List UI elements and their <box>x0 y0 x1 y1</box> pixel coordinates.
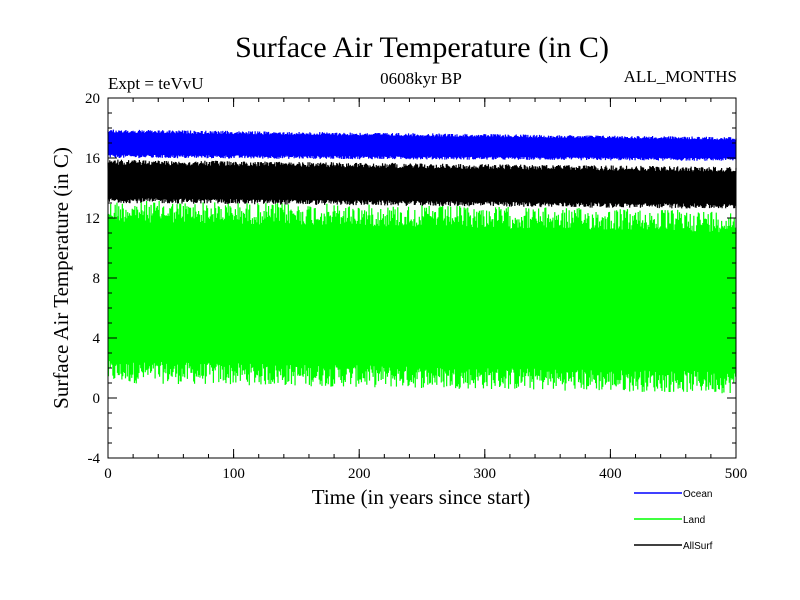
legend: Ocean Land AllSurf <box>634 489 713 552</box>
y-tick-label: 4 <box>93 331 101 347</box>
legend-item-land: Land <box>634 515 705 526</box>
y-tick-label: 12 <box>85 211 100 227</box>
x-tick-label: 500 <box>725 466 748 482</box>
series-line-land <box>107 200 737 394</box>
x-tick-label: 400 <box>599 466 622 482</box>
x-tick-label: 300 <box>474 466 497 482</box>
chart-title: Surface Air Temperature (in C) <box>235 31 609 64</box>
x-axis-label: Time (in years since start) <box>312 485 531 509</box>
y-tick-label: -4 <box>88 451 101 467</box>
months-label: ALL_MONTHS <box>624 67 737 86</box>
y-axis-label: Surface Air Temperature (in C) <box>49 147 73 409</box>
x-tick-label: 200 <box>348 466 371 482</box>
legend-label: Land <box>683 515 705 526</box>
x-tick-label: 100 <box>222 466 245 482</box>
y-tick-label: 0 <box>93 391 101 407</box>
legend-item-ocean: Ocean <box>634 489 712 500</box>
legend-item-allsurf: AllSurf <box>634 541 713 552</box>
y-tick-label: 20 <box>85 91 100 107</box>
y-tick-label: 8 <box>93 271 101 287</box>
x-tick-label: 0 <box>104 466 112 482</box>
series-layer <box>107 129 737 394</box>
series-line-ocean <box>107 129 737 161</box>
legend-label: Ocean <box>683 489 712 500</box>
y-tick-label: 16 <box>85 151 101 167</box>
series-line-allsurf <box>107 159 737 209</box>
experiment-label: Expt = teVvU <box>108 74 204 93</box>
legend-label: AllSurf <box>683 541 713 552</box>
period-label: 0608kyr BP <box>380 69 462 88</box>
